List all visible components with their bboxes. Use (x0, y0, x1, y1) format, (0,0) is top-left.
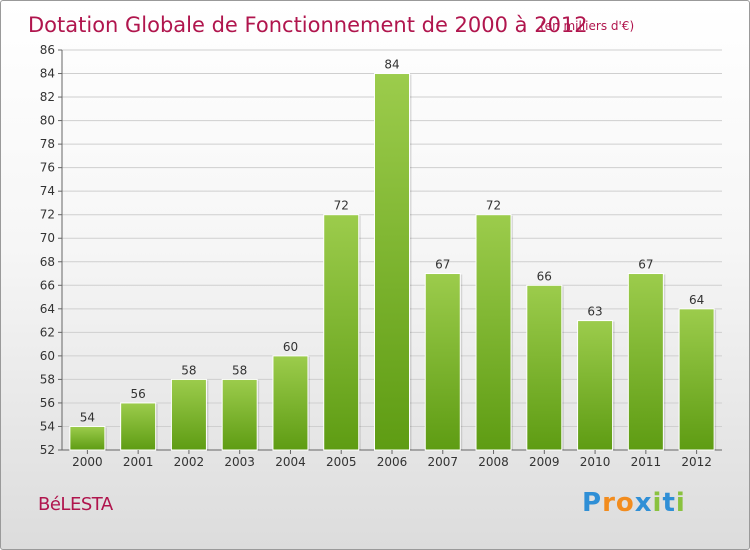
y-tick-label: 78 (40, 137, 55, 151)
data-label-2009: 66 (537, 269, 552, 283)
data-label-2005: 72 (334, 199, 349, 213)
y-axis-ticks: 52 54 56 58 60 62 64 66 68 70 72 74 76 78 80 82 84 86 (40, 43, 62, 457)
y-tick-label: 76 (40, 161, 55, 175)
x-tick-label: 2004 (275, 455, 306, 469)
y-tick-label: 72 (40, 208, 55, 222)
data-label-2000: 54 (80, 410, 95, 424)
y-tick-label: 66 (40, 278, 55, 292)
x-tick-label: 2008 (478, 455, 509, 469)
data-labels: 54 56 58 58 60 72 84 67 72 66 63 67 64 (80, 58, 705, 425)
y-tick-label: 70 (40, 231, 55, 245)
x-tick-label: 2005 (326, 455, 357, 469)
bar-2009 (526, 284, 563, 451)
proxiti-logo: Proxiti (582, 488, 686, 518)
data-label-2004: 60 (283, 340, 298, 354)
y-tick-label: 62 (40, 325, 55, 339)
chart-subtitle: (en milliers d'€) (540, 19, 634, 33)
bar-2001 (120, 402, 157, 451)
x-tick-label: 2006 (377, 455, 408, 469)
bar-2002 (170, 378, 207, 451)
bar-2007 (424, 273, 461, 451)
bar-2008 (475, 214, 512, 451)
x-axis-ticks: 2000 2001 2002 2003 2004 2005 2006 2007 2008 2009… (72, 450, 712, 469)
x-tick-label: 2011 (631, 455, 662, 469)
bars (69, 73, 717, 451)
logo-letter: i (675, 488, 686, 518)
bar-2003 (221, 378, 258, 451)
x-tick-label: 2010 (580, 455, 611, 469)
y-tick-label: 64 (40, 302, 55, 316)
bar-2006 (374, 73, 410, 451)
x-tick-label: 2012 (681, 455, 712, 469)
bar-2005 (323, 214, 360, 451)
y-tick-label: 54 (40, 419, 55, 433)
logo-letter: P (582, 488, 603, 518)
x-tick-label: 2002 (174, 455, 205, 469)
data-label-2006: 84 (384, 58, 399, 72)
commune-name: BéLESTA (38, 494, 113, 515)
logo-letter: i (652, 488, 663, 518)
data-label-2010: 63 (587, 305, 602, 319)
y-tick-label: 60 (40, 349, 55, 363)
data-label-2012: 64 (689, 293, 704, 307)
bar-2012 (678, 308, 715, 451)
bar-2004 (272, 355, 309, 451)
y-tick-label: 84 (40, 67, 55, 81)
logo-letter: x (634, 488, 653, 518)
y-tick-label: 86 (40, 43, 55, 57)
x-tick-label: 2001 (123, 455, 154, 469)
y-tick-label: 58 (40, 372, 55, 386)
y-tick-label: 74 (40, 184, 55, 198)
data-label-2001: 56 (131, 387, 146, 401)
y-tick-label: 82 (40, 90, 55, 104)
x-tick-label: 2007 (427, 455, 458, 469)
logo-letter: t (662, 488, 676, 518)
data-label-2008: 72 (486, 199, 501, 213)
x-tick-label: 2009 (529, 455, 560, 469)
data-label-2002: 58 (181, 363, 196, 377)
logo-letter: r (602, 488, 616, 518)
logo-letter: o (615, 488, 635, 518)
y-tick-label: 68 (40, 255, 55, 269)
bar-2010 (577, 320, 614, 451)
data-label-2011: 67 (638, 258, 653, 272)
data-label-2003: 58 (232, 363, 247, 377)
x-tick-label: 2003 (224, 455, 255, 469)
y-tick-label: 52 (40, 443, 55, 457)
bar-2011 (627, 273, 664, 451)
bar-2000 (69, 425, 106, 451)
y-tick-label: 80 (40, 114, 55, 128)
data-label-2007: 67 (435, 258, 450, 272)
chart-title: Dotation Globale de Fonctionnement de 20… (28, 13, 588, 37)
y-tick-label: 56 (40, 396, 55, 410)
x-tick-label: 2000 (72, 455, 103, 469)
